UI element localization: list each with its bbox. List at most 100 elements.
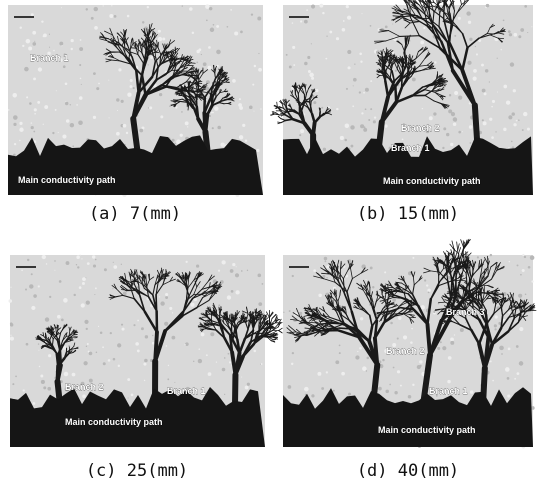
speckle [357,351,358,352]
speckle [121,264,122,265]
speckle [394,391,397,394]
speckle [366,279,367,280]
speckle [465,322,466,323]
speckle [122,328,125,331]
speckle [346,5,349,8]
speckle [181,111,183,113]
speckle [508,30,511,33]
speckle [15,376,17,378]
speckle [324,257,328,261]
speckle [117,110,118,111]
speckle [80,255,81,256]
speckle [468,21,471,24]
speckle [495,315,498,318]
speckle [467,61,471,65]
speckle [335,360,339,364]
speckle [355,355,359,359]
image-label: Main conductivity path [65,417,163,427]
speckle [412,77,416,81]
speckle [300,129,304,133]
tree-branch [322,334,326,335]
speckle [142,21,144,23]
speckle [308,70,311,73]
speckle [38,343,39,344]
speckle [92,255,95,258]
speckle [19,122,22,125]
speckle [372,286,374,288]
speckle [370,25,372,27]
speckle [98,326,99,327]
speckle [262,283,264,285]
speckle [230,269,234,273]
tree-branch [186,75,191,76]
speckle [411,328,413,330]
figure: Branch 1Main conductivity path(a) 7(mm)B… [0,0,539,486]
speckle [24,67,29,72]
speckle [258,53,259,54]
speckle [79,64,81,66]
speckle [238,103,242,107]
speckle [447,287,448,288]
speckle [490,254,492,256]
speckle [224,394,225,395]
speckle [100,332,102,334]
speckle [470,142,472,144]
speckle [34,113,36,115]
speckle [494,328,496,330]
speckle [84,320,88,324]
speckle [47,387,51,391]
speckle [378,387,382,391]
speckle [364,126,366,128]
speckle [253,111,254,112]
speckle [26,96,28,98]
speckle [207,66,211,70]
speckle [491,106,493,108]
speckle [19,140,20,141]
speckle [522,254,524,256]
speckle [428,291,430,293]
speckle [169,307,172,310]
speckle [448,356,452,360]
speckle [353,85,354,86]
speckle [427,50,429,52]
speckle [258,68,262,72]
speckle [520,28,524,32]
tree-branch [326,320,333,321]
speckle [344,139,347,142]
speckle [184,344,185,345]
speckle [245,140,247,142]
tree-branch [279,328,283,330]
speckle [224,357,226,359]
image-label: Branch 1 [391,143,430,153]
speckle [341,372,345,376]
speckle [218,270,220,272]
speckle [466,11,470,15]
speckle [21,269,23,271]
speckle [71,48,73,50]
speckle [22,45,24,47]
speckle [449,94,451,96]
speckle [190,303,194,307]
speckle [121,324,123,326]
speckle [385,390,388,393]
speckle [165,296,168,299]
speckle [86,346,87,347]
speckle [152,342,155,345]
speckle [321,387,324,390]
speckle [70,104,71,105]
speckle [222,368,226,372]
speckle [348,66,351,69]
speckle [231,290,234,293]
speckle [103,33,104,34]
speckle [141,327,144,330]
speckle [483,121,487,125]
speckle [333,390,335,392]
speckle [160,301,164,305]
speckle [126,132,128,134]
speckle [29,102,32,105]
speckle [252,84,254,86]
image-panel: Branch 1Main conductivity path [8,4,263,197]
speckle [65,102,68,105]
speckle [54,260,56,262]
speckle [247,270,248,271]
